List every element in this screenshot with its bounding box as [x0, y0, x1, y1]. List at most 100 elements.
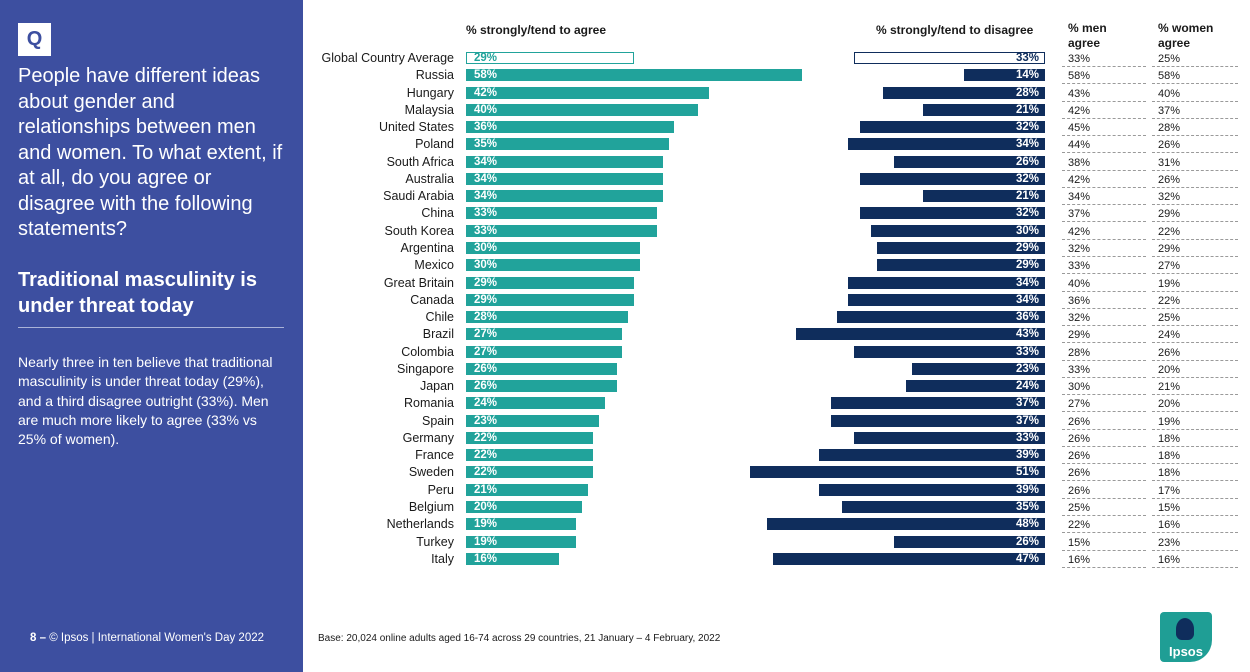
row-divider-women: [1152, 100, 1238, 102]
women-agree-value-japan: 21%: [1158, 381, 1181, 394]
disagree-value-argentina: 29%: [1015, 241, 1039, 254]
agree-value-chile: 28%: [474, 311, 498, 324]
disagree-value-great-britain: 34%: [1015, 276, 1039, 289]
summary-text: Nearly three in ten believe that traditi…: [18, 354, 273, 448]
women-agree-value-sweden: 18%: [1158, 467, 1181, 480]
country-label-romania: Romania: [403, 396, 454, 411]
row-divider-women: [1152, 290, 1238, 292]
disagree-bar-canada: [848, 293, 1045, 306]
country-label-south-africa: South Africa: [386, 154, 454, 169]
ipsos-logo: Ipsos: [1160, 612, 1212, 662]
footer: 8 – © Ipsos | International Women's Day …: [30, 632, 264, 644]
row-divider-women: [1152, 515, 1238, 517]
agree-bar-turkey: [466, 535, 576, 548]
row-divider-men: [1062, 342, 1146, 344]
disagree-value-united-states: 32%: [1015, 121, 1039, 134]
disagree-bar-spain: [830, 414, 1045, 427]
row-divider-women: [1152, 394, 1238, 396]
disagree-bar-argentina: [877, 241, 1045, 254]
row-divider-women: [1152, 66, 1238, 67]
disagree-bar-germany: [853, 431, 1045, 444]
disagree-value-singapore: 23%: [1015, 362, 1039, 375]
agree-bar-global-country-average: [466, 52, 634, 64]
agree-bar-russia: [466, 69, 802, 82]
agree-bar-brazil: [466, 328, 623, 341]
disagree-bar-singapore: [911, 362, 1045, 375]
row-divider-men: [1062, 135, 1146, 137]
agree-value-australia: 34%: [474, 172, 498, 185]
disagree-bar-south-korea: [871, 224, 1045, 237]
agree-value-great-britain: 29%: [474, 276, 498, 289]
disagree-bar-belgium: [842, 501, 1045, 514]
agree-bar-france: [466, 449, 594, 462]
disagree-bar-malaysia: [923, 103, 1045, 116]
country-label-germany: Germany: [402, 430, 454, 445]
agree-value-france: 22%: [474, 449, 498, 462]
disagree-value-canada: 34%: [1015, 293, 1039, 306]
women-agree-value-italy: 16%: [1158, 553, 1181, 566]
disagree-bar-australia: [859, 172, 1045, 185]
country-label-chile: Chile: [425, 310, 455, 325]
disagree-value-hungary: 28%: [1015, 86, 1039, 99]
agree-value-saudi-arabia: 34%: [474, 190, 498, 203]
row-divider-men: [1062, 169, 1146, 171]
header-men-agree: % men agree: [1068, 21, 1107, 50]
men-agree-value-turkey: 15%: [1068, 536, 1091, 549]
agree-value-turkey: 19%: [474, 535, 498, 548]
row-divider-men: [1062, 152, 1146, 154]
row-divider-men: [1062, 83, 1146, 85]
women-agree-value-singapore: 20%: [1158, 363, 1181, 376]
row-divider-women: [1152, 325, 1238, 327]
country-label-saudi-arabia: Saudi Arabia: [383, 189, 454, 204]
disagree-value-global-country-average: 33%: [1015, 52, 1039, 64]
agree-value-canada: 29%: [474, 293, 498, 306]
row-divider-men: [1062, 359, 1146, 361]
men-agree-value-australia: 42%: [1068, 173, 1091, 186]
row-divider-men: [1062, 221, 1146, 223]
row-divider-women: [1152, 342, 1238, 344]
country-label-south-korea: South Korea: [384, 223, 455, 238]
men-agree-value-argentina: 32%: [1068, 242, 1091, 255]
country-label-global-country-average: Global Country Average: [321, 51, 455, 65]
row-divider-women: [1152, 117, 1238, 119]
disagree-bar-south-africa: [894, 155, 1045, 168]
country-label-canada: Canada: [410, 292, 454, 307]
agree-value-italy: 16%: [474, 552, 498, 565]
country-label-japan: Japan: [419, 379, 454, 394]
agree-bar-romania: [466, 397, 605, 410]
disagree-value-saudi-arabia: 21%: [1015, 190, 1039, 203]
agree-value-argentina: 30%: [474, 241, 498, 254]
agree-value-belgium: 20%: [474, 501, 498, 514]
row-divider-women: [1152, 186, 1238, 188]
agree-value-romania: 24%: [474, 397, 498, 410]
women-agree-value-turkey: 23%: [1158, 536, 1181, 549]
women-agree-value-united-states: 28%: [1158, 122, 1181, 135]
disagree-value-belgium: 35%: [1015, 501, 1039, 514]
row-divider-men: [1062, 325, 1146, 327]
disagree-bar-hungary: [882, 86, 1045, 99]
agree-value-south-korea: 33%: [474, 224, 498, 237]
women-agree-value-germany: 18%: [1158, 432, 1181, 445]
agree-value-south-africa: 34%: [474, 155, 498, 168]
women-agree-value-belgium: 15%: [1158, 502, 1181, 515]
women-agree-value-saudi-arabia: 32%: [1158, 191, 1181, 204]
row-divider-women: [1152, 152, 1238, 154]
header-agree: % strongly/tend to agree: [466, 23, 607, 37]
disagree-bar-great-britain: [848, 276, 1045, 289]
men-agree-value-belgium: 25%: [1068, 502, 1091, 515]
row-divider-women: [1152, 169, 1238, 171]
women-agree-value-china: 29%: [1158, 208, 1181, 221]
women-agree-value-romania: 20%: [1158, 398, 1181, 411]
disagree-bar-saudi-arabia: [923, 190, 1045, 203]
disagree-value-chile: 36%: [1015, 311, 1039, 324]
country-label-peru: Peru: [427, 482, 454, 497]
country-label-china: China: [421, 206, 454, 221]
country-label-singapore: Singapore: [397, 361, 454, 376]
agree-value-mexico: 30%: [474, 259, 498, 272]
women-agree-value-france: 18%: [1158, 450, 1181, 463]
women-agree-value-colombia: 26%: [1158, 346, 1181, 359]
row-divider-women: [1152, 307, 1238, 309]
agree-bar-sweden: [466, 466, 594, 479]
men-agree-value-france: 26%: [1068, 450, 1091, 463]
agree-value-united-states: 36%: [474, 121, 498, 134]
